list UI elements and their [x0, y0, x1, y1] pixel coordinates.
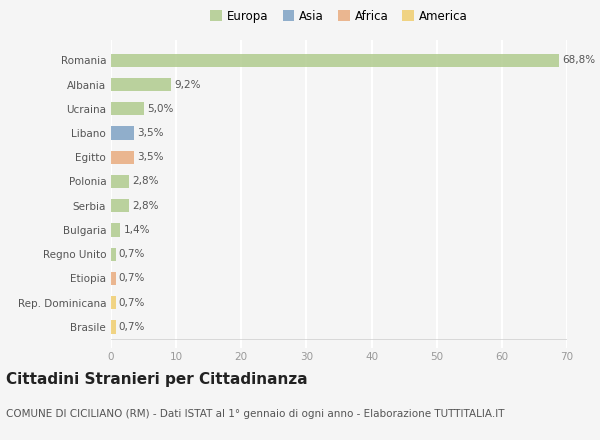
Bar — [111, 296, 116, 309]
Text: 2,8%: 2,8% — [133, 176, 159, 187]
Bar — [111, 175, 129, 188]
Text: 0,7%: 0,7% — [119, 322, 145, 332]
Bar — [111, 78, 171, 91]
Bar — [111, 223, 120, 237]
Bar — [111, 248, 116, 261]
Text: 0,7%: 0,7% — [119, 249, 145, 259]
Text: 2,8%: 2,8% — [133, 201, 159, 211]
Text: 0,7%: 0,7% — [119, 273, 145, 283]
Bar — [111, 199, 129, 213]
Text: 1,4%: 1,4% — [124, 225, 150, 235]
Bar — [111, 272, 116, 285]
Legend: Europa, Asia, Africa, America: Europa, Asia, Africa, America — [206, 5, 472, 28]
Bar — [111, 150, 134, 164]
Text: 9,2%: 9,2% — [174, 80, 200, 89]
Text: COMUNE DI CICILIANO (RM) - Dati ISTAT al 1° gennaio di ogni anno - Elaborazione : COMUNE DI CICILIANO (RM) - Dati ISTAT al… — [6, 409, 505, 419]
Text: 3,5%: 3,5% — [137, 152, 164, 162]
Text: 5,0%: 5,0% — [147, 104, 173, 114]
Text: 0,7%: 0,7% — [119, 298, 145, 308]
Bar — [111, 320, 116, 334]
Text: 3,5%: 3,5% — [137, 128, 164, 138]
Bar — [111, 102, 143, 115]
Bar — [111, 54, 559, 67]
Bar — [111, 126, 134, 139]
Text: Cittadini Stranieri per Cittadinanza: Cittadini Stranieri per Cittadinanza — [6, 372, 308, 387]
Text: 68,8%: 68,8% — [562, 55, 596, 65]
